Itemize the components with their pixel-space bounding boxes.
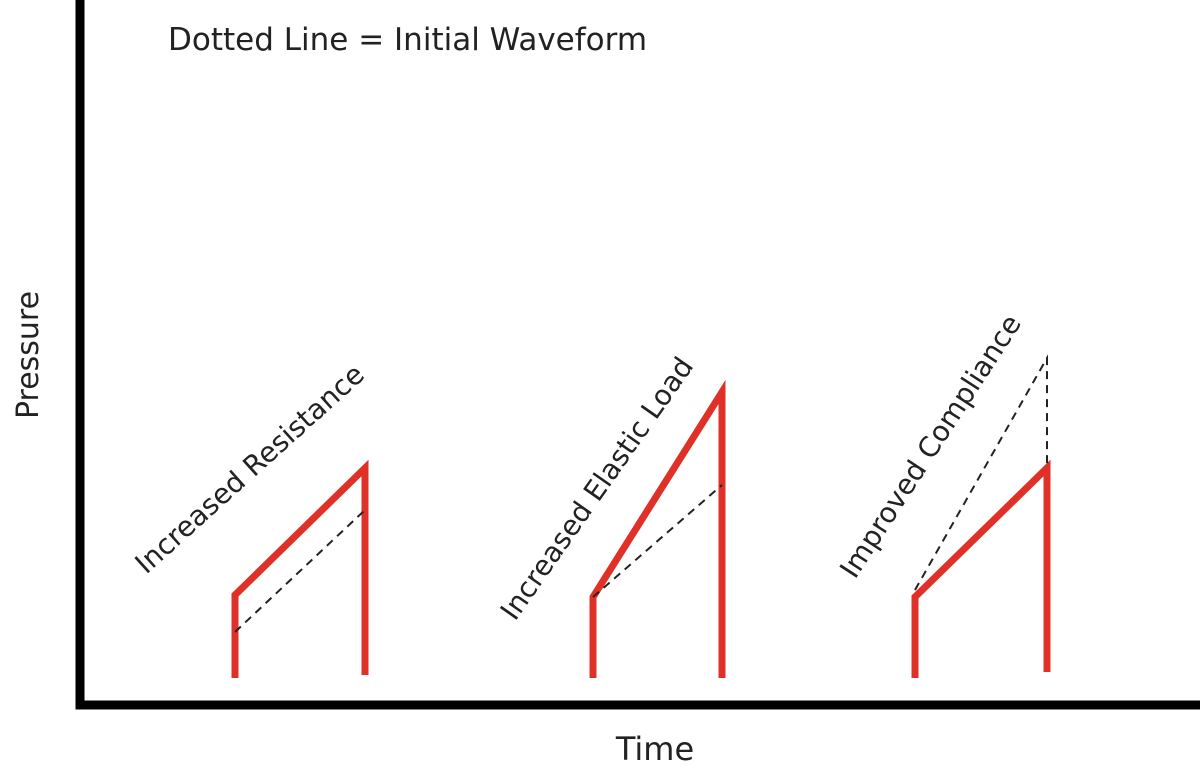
- initial-waveform: [592, 484, 723, 598]
- x-axis-label: Time: [615, 730, 694, 768]
- waveform-line: [231, 459, 369, 678]
- initial-waveform: [234, 509, 366, 633]
- waveform-line: [911, 459, 1051, 678]
- waveform-line: [589, 379, 726, 678]
- legend-note: Dotted Line = Initial Waveform: [168, 22, 647, 58]
- initial-waveform: [914, 354, 1048, 591]
- axes: [75, 0, 1200, 710]
- y-axis-label: Pressure: [11, 291, 46, 419]
